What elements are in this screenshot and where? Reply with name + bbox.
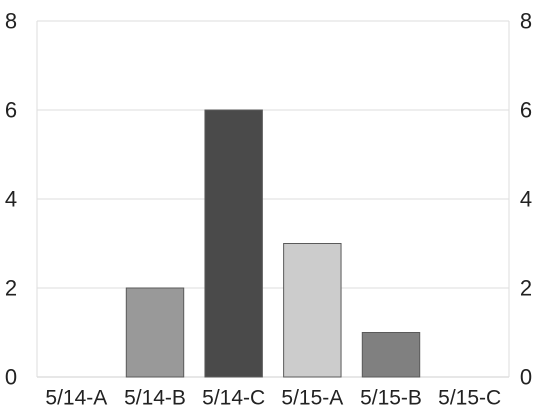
y-tick-label-left-6: 6 (5, 98, 17, 123)
y-tick-label-left-8: 8 (5, 9, 17, 34)
y-tick-label-right-6: 6 (520, 98, 532, 123)
x-tick-label-5-15-b: 5/15-B (360, 387, 422, 410)
bars (125, 109, 421, 378)
y-tick-label-right-2: 2 (520, 276, 532, 301)
x-tick-label-5-14-c: 5/14-C (202, 387, 265, 410)
x-tick-label-5-15-a: 5/15-A (281, 387, 343, 410)
x-tick-label-5-14-a: 5/14-A (45, 387, 107, 410)
x-axis-ticks: 5/14-A 5/14-B 5/14-C 5/15-A 5/15-B 5/15-C (45, 387, 501, 410)
y-axis-left-ticks: 0 2 4 6 8 (5, 9, 17, 390)
y-tick-label-left-2: 2 (5, 276, 17, 301)
gridlines (36, 20, 510, 378)
y-tick-label-right-4: 4 (520, 187, 532, 212)
y-tick-label-right-8: 8 (520, 9, 532, 34)
bar-5-14-b (125, 287, 185, 378)
x-tick-label-5-14-b: 5/14-B (124, 387, 186, 410)
y-tick-label-left-4: 4 (5, 187, 17, 212)
bar-5-15-a (283, 243, 342, 378)
x-tick-label-5-15-c: 5/15-C (438, 387, 501, 410)
y-axis-right-ticks: 0 2 4 6 8 (520, 9, 532, 390)
y-tick-label-right-0: 0 (520, 365, 532, 390)
y-tick-label-left-0: 0 (5, 365, 17, 390)
bar-5-14-c (204, 109, 263, 378)
bar-5-15-b (361, 332, 421, 378)
